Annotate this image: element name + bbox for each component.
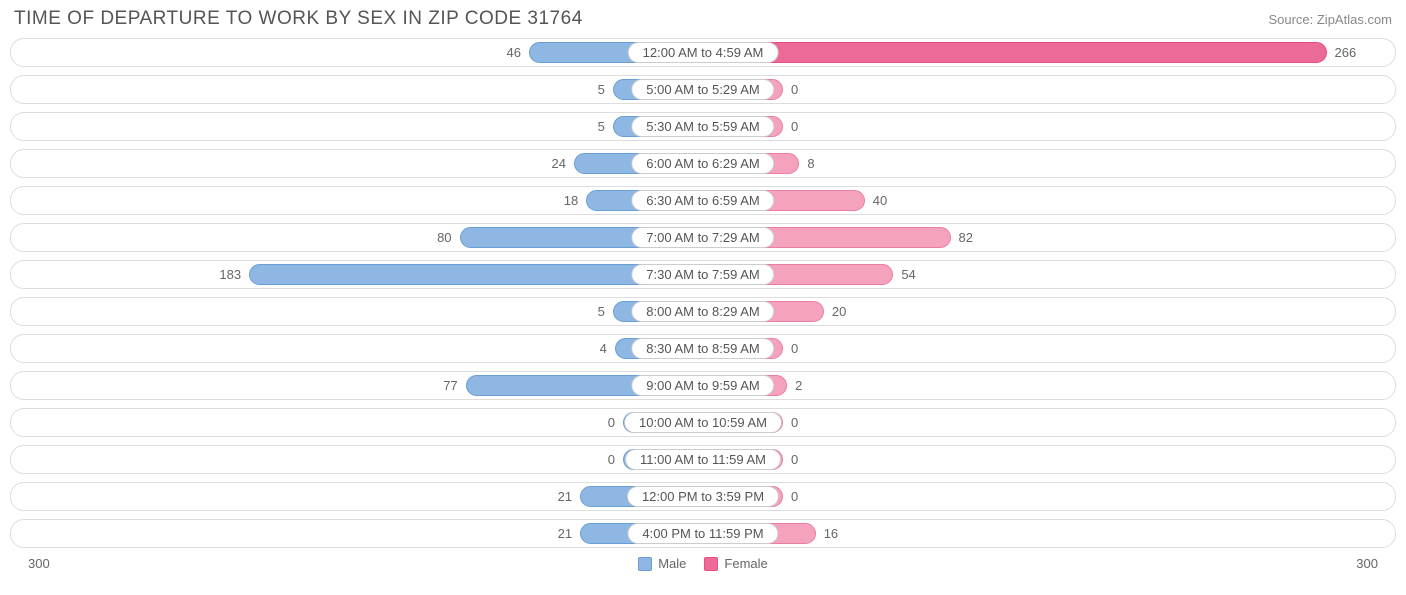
chart-row: 21 0 12:00 PM to 3:59 PM [10,482,1396,511]
chart-row: 24 8 6:00 AM to 6:29 AM [10,149,1396,178]
category-label: 8:30 AM to 8:59 AM [631,338,774,359]
category-label: 4:00 PM to 11:59 PM [627,523,778,544]
male-value: 77 [443,372,457,399]
chart-footer: 300 Male Female 300 [10,556,1396,571]
category-label: 11:00 AM to 11:59 AM [625,449,781,470]
chart-header: TIME OF DEPARTURE TO WORK BY SEX IN ZIP … [10,8,1396,38]
chart-row: 5 0 5:30 AM to 5:59 AM [10,112,1396,141]
axis-right-max: 300 [1356,556,1378,571]
chart-row: 18 40 6:30 AM to 6:59 AM [10,186,1396,215]
chart-row: 80 82 7:00 AM to 7:29 AM [10,223,1396,252]
category-label: 12:00 AM to 4:59 AM [628,42,779,63]
category-label: 5:00 AM to 5:29 AM [631,79,774,100]
female-value: 0 [791,335,798,362]
diverging-bar-chart: 46 266 12:00 AM to 4:59 AM 5 0 5:00 AM to 5:2… [10,38,1396,548]
chart-row: 4 0 8:30 AM to 8:59 AM [10,334,1396,363]
chart-row: 183 54 7:30 AM to 7:59 AM [10,260,1396,289]
female-value: 0 [791,113,798,140]
female-value: 0 [791,409,798,436]
chart-row: 5 20 8:00 AM to 8:29 AM [10,297,1396,326]
female-value: 0 [791,76,798,103]
female-value: 2 [795,372,802,399]
male-value: 24 [552,150,566,177]
female-bar [703,42,1327,63]
male-value: 5 [598,76,605,103]
female-value: 8 [807,150,814,177]
category-label: 8:00 AM to 8:29 AM [631,301,774,322]
male-value: 21 [558,520,572,547]
female-value: 266 [1335,39,1357,66]
female-value: 20 [832,298,846,325]
female-value: 0 [791,483,798,510]
category-label: 7:30 AM to 7:59 AM [631,264,774,285]
category-label: 12:00 PM to 3:59 PM [627,486,779,507]
legend-male-label: Male [658,556,686,571]
male-value: 0 [608,446,615,473]
male-value: 0 [608,409,615,436]
chart-row: 21 16 4:00 PM to 11:59 PM [10,519,1396,548]
male-value: 4 [600,335,607,362]
male-value: 18 [564,187,578,214]
female-value: 16 [824,520,838,547]
male-value: 183 [219,261,241,288]
category-label: 10:00 AM to 10:59 AM [624,412,782,433]
female-value: 54 [901,261,915,288]
legend-male: Male [638,556,686,571]
chart-row: 46 266 12:00 AM to 4:59 AM [10,38,1396,67]
legend-female: Female [704,556,767,571]
chart-row: 0 0 10:00 AM to 10:59 AM [10,408,1396,437]
female-value: 0 [791,446,798,473]
legend-male-swatch [638,557,652,571]
category-label: 6:30 AM to 6:59 AM [631,190,774,211]
female-value: 82 [959,224,973,251]
male-value: 21 [558,483,572,510]
male-value: 80 [437,224,451,251]
male-value: 5 [598,298,605,325]
female-value: 40 [873,187,887,214]
category-label: 9:00 AM to 9:59 AM [631,375,774,396]
category-label: 7:00 AM to 7:29 AM [631,227,774,248]
chart-row: 77 2 9:00 AM to 9:59 AM [10,371,1396,400]
axis-left-max: 300 [28,556,50,571]
category-label: 6:00 AM to 6:29 AM [631,153,774,174]
legend-female-swatch [704,557,718,571]
chart-source: Source: ZipAtlas.com [1268,12,1392,27]
legend: Male Female [638,556,768,571]
male-value: 46 [507,39,521,66]
male-value: 5 [598,113,605,140]
chart-row: 0 0 11:00 AM to 11:59 AM [10,445,1396,474]
chart-title: TIME OF DEPARTURE TO WORK BY SEX IN ZIP … [14,8,583,30]
chart-row: 5 0 5:00 AM to 5:29 AM [10,75,1396,104]
category-label: 5:30 AM to 5:59 AM [631,116,774,137]
legend-female-label: Female [724,556,767,571]
